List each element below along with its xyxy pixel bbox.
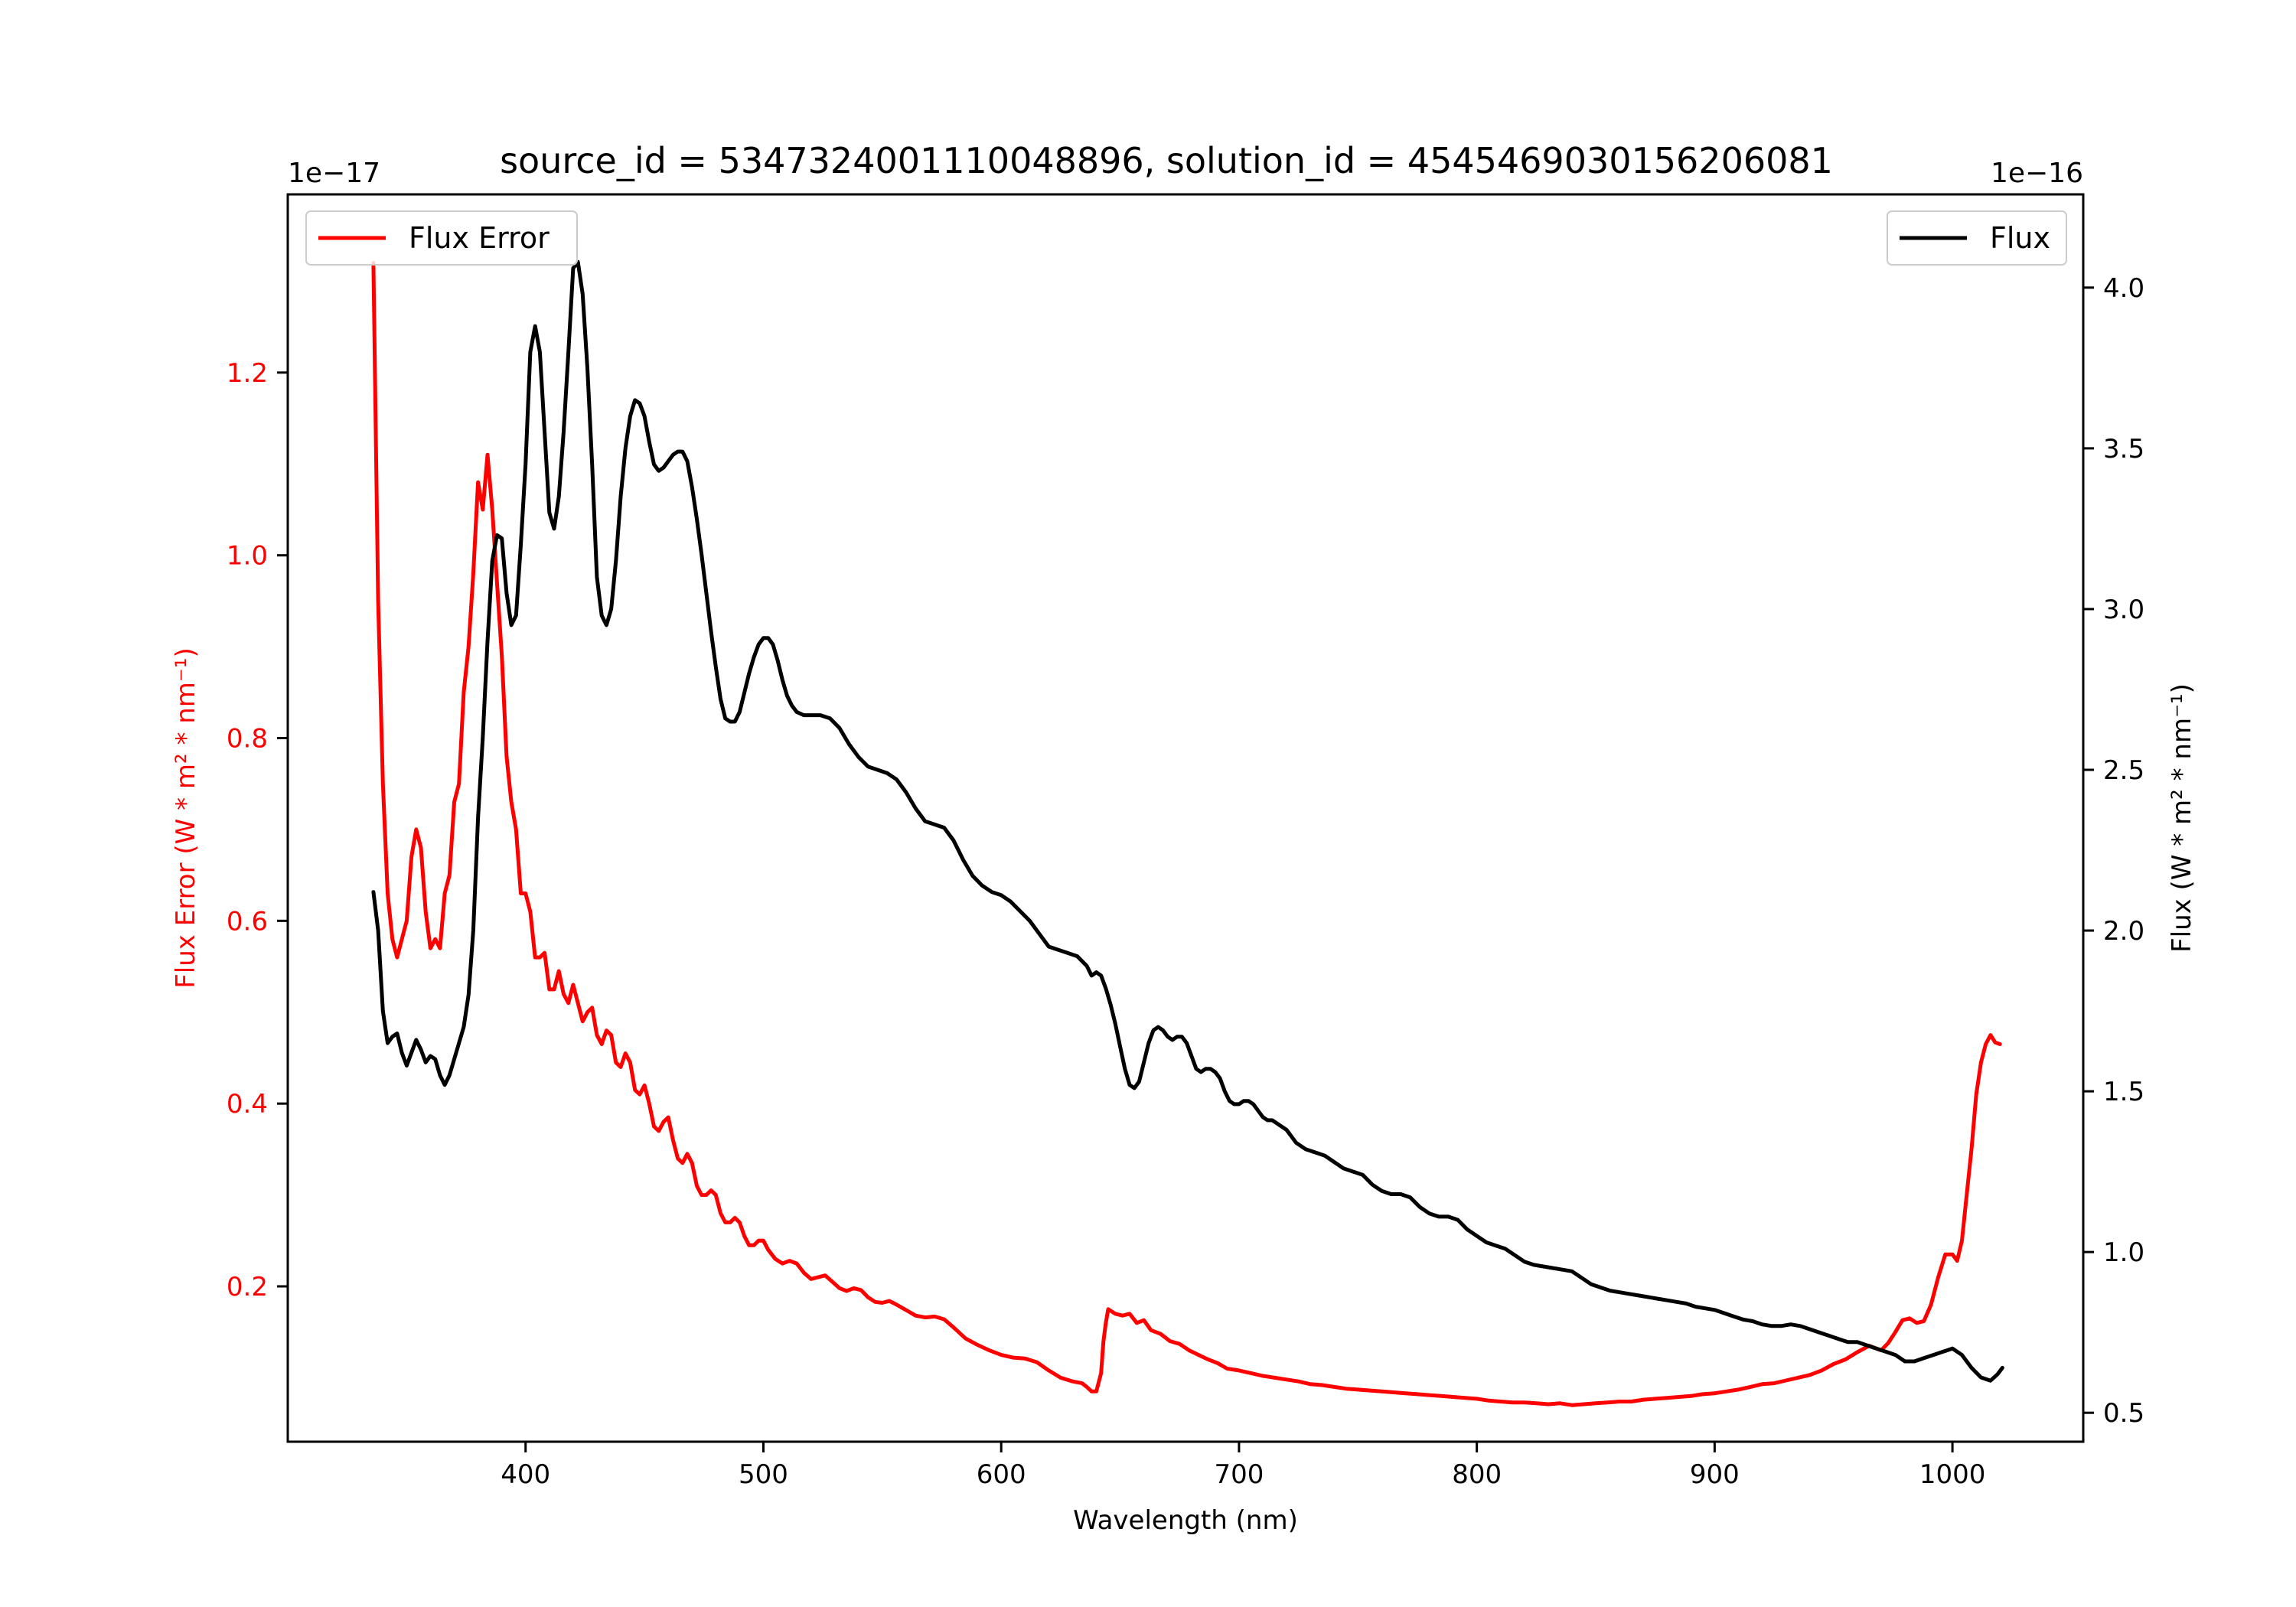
legend-flux-label: Flux	[1990, 221, 2050, 255]
x-tick-label: 600	[977, 1459, 1026, 1490]
left-tick-label: 1.0	[227, 541, 268, 572]
legend-flux: Flux	[1887, 210, 2067, 266]
series-layer	[371, 259, 2004, 1407]
series-line-flux-error	[371, 261, 2002, 1407]
x-tick-label: 800	[1452, 1459, 1502, 1490]
right-tick-label: 4.0	[2103, 273, 2144, 304]
series-line-flux	[371, 259, 2004, 1383]
right-axis-ticks: 0.5 1.0 1.5 2.0 2.5 3.0 3.5 4.0	[2083, 273, 2144, 1429]
right-tick-label: 3.0	[2103, 595, 2144, 625]
right-tick-label: 1.5	[2103, 1077, 2144, 1107]
right-tick-label: 2.5	[2103, 755, 2144, 786]
left-tick-label: 1.2	[227, 358, 268, 389]
x-tick-label: 700	[1214, 1459, 1264, 1490]
left-tick-label: 0.8	[227, 724, 268, 755]
x-tick-label: 400	[501, 1459, 550, 1490]
right-tick-label: 3.5	[2103, 434, 2144, 464]
x-tick-label: 900	[1690, 1459, 1740, 1490]
left-tick-label: 0.2	[227, 1272, 268, 1302]
plot-frame	[286, 193, 2085, 1443]
left-tick-label: 0.4	[227, 1089, 268, 1120]
legend-flux-error: Flux Error	[305, 210, 578, 266]
right-axis-offset-text: 1e−16	[1991, 158, 2083, 189]
left-tick-label: 0.6	[227, 906, 268, 937]
left-axis-label: Flux Error (W * m² * nm⁻¹)	[171, 647, 201, 989]
left-axis-offset-text: 1e−17	[288, 158, 380, 189]
chart-title: source_id = 5347324001110048896, solutio…	[500, 140, 1833, 181]
legend-flux-box	[1887, 210, 2067, 266]
x-tick-label: 500	[739, 1459, 788, 1490]
legend-flux-error-label: Flux Error	[409, 221, 550, 255]
x-axis-ticks: 400 500 600 700 800 900 1000	[501, 1442, 1985, 1490]
right-axis-label: Flux (W * m² * nm⁻¹)	[2167, 683, 2197, 953]
right-tick-label: 0.5	[2103, 1398, 2144, 1429]
left-axis-ticks: 0.2 0.4 0.6 0.8 1.0 1.2	[227, 358, 288, 1302]
right-tick-label: 1.0	[2103, 1237, 2144, 1268]
x-tick-label: 1000	[1919, 1459, 1986, 1490]
x-axis-label: Wavelength (nm)	[1073, 1505, 1298, 1536]
right-tick-label: 2.0	[2103, 916, 2144, 947]
legend-flux-error-box	[305, 210, 578, 266]
